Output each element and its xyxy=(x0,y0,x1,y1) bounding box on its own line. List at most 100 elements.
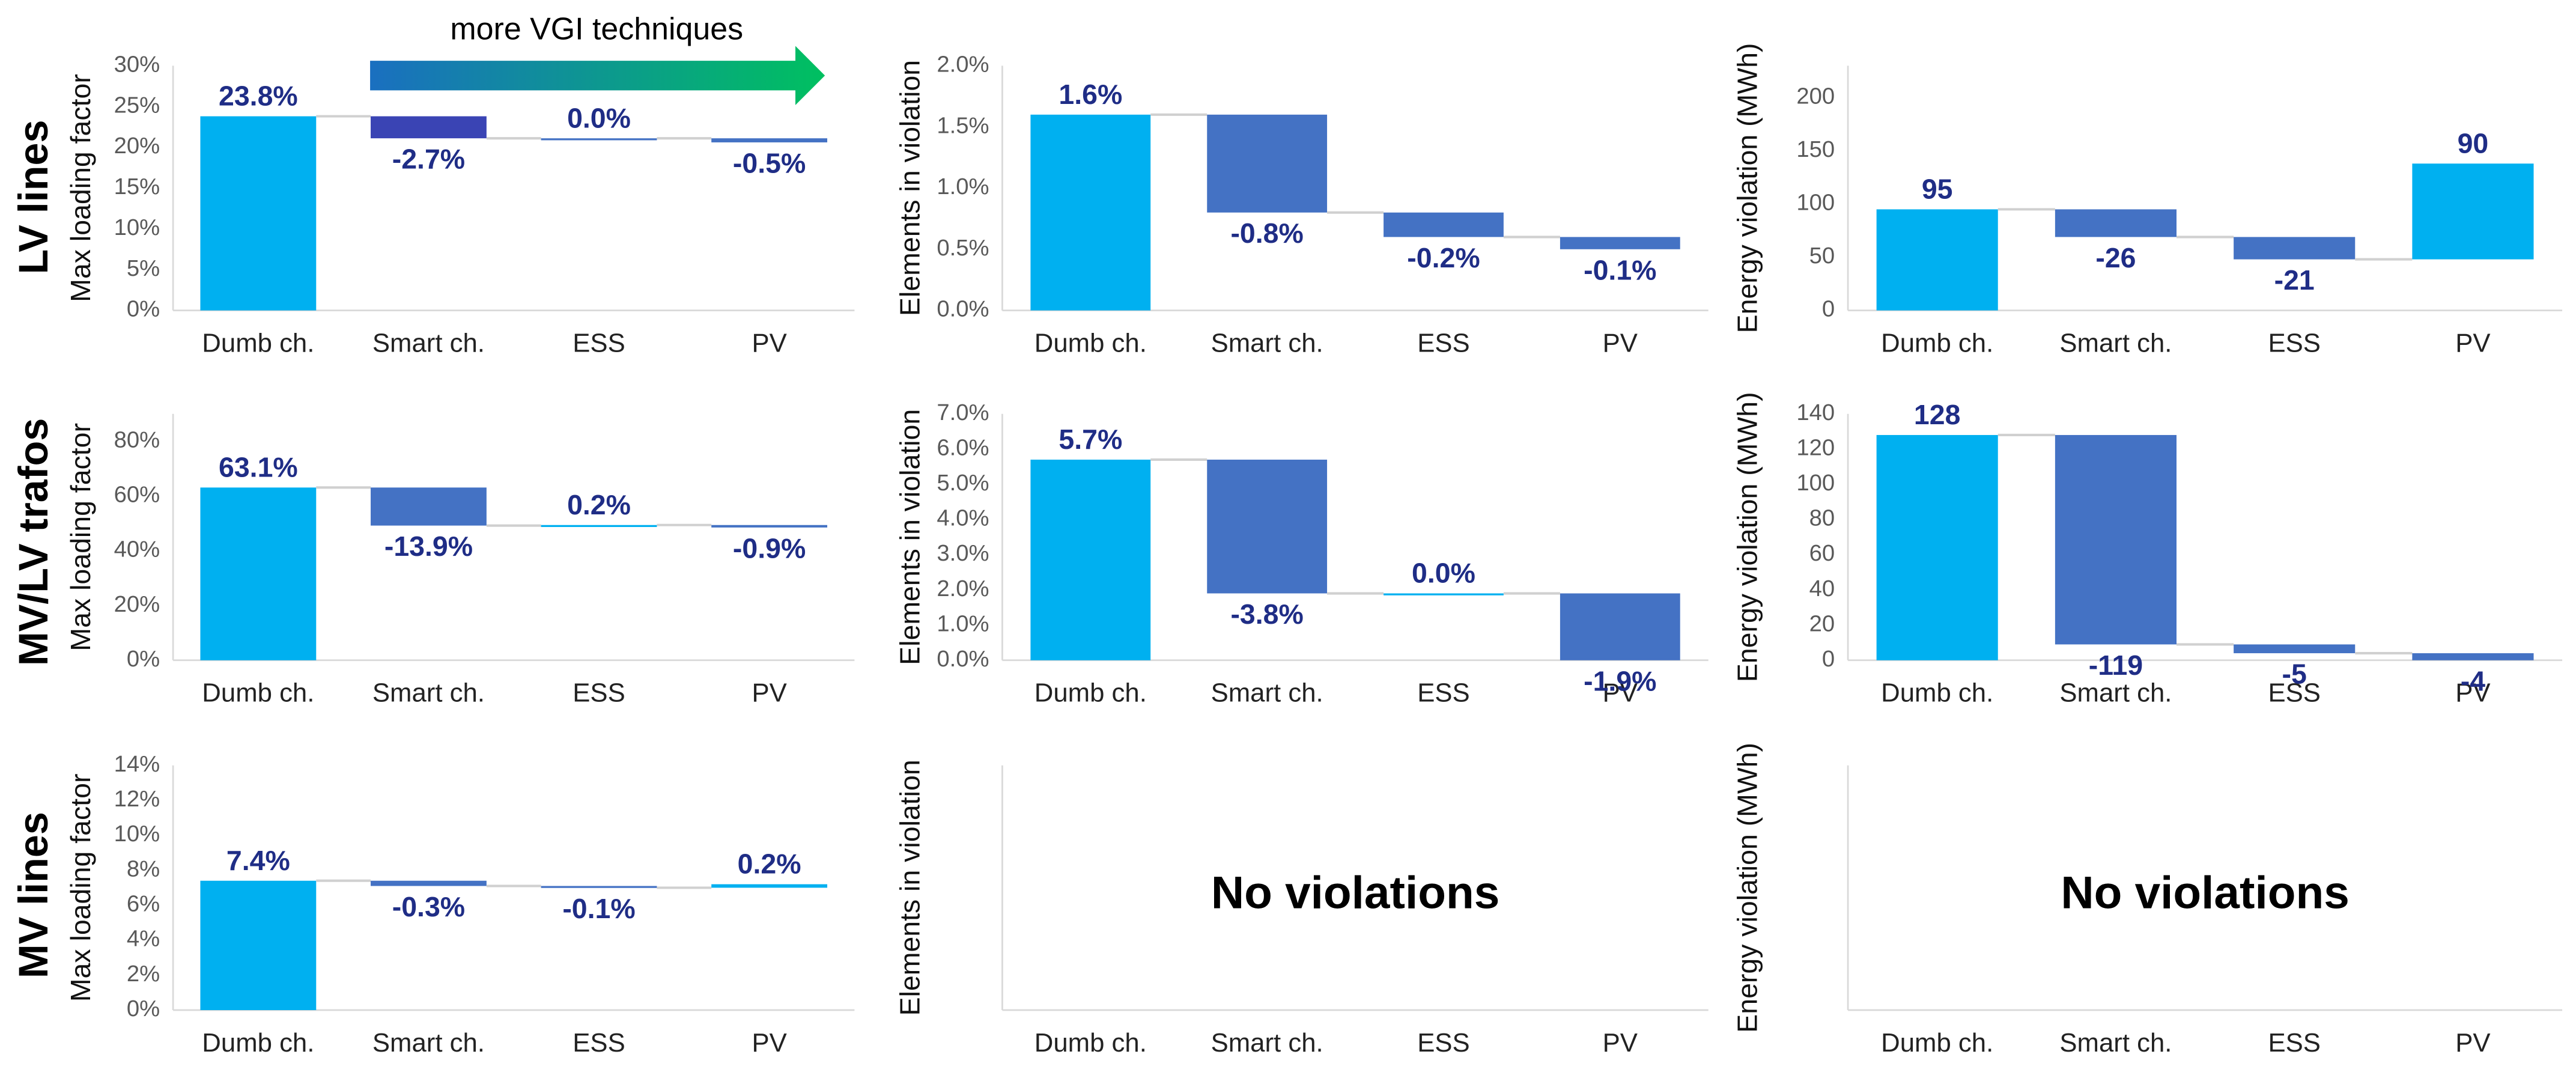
annotation: No violations xyxy=(2061,867,2349,918)
bar xyxy=(1207,459,1328,594)
x-tick-label: ESS xyxy=(2268,1028,2320,1058)
x-tick-label: PV xyxy=(2455,1028,2490,1058)
bar xyxy=(200,487,317,660)
bar xyxy=(1560,237,1680,249)
bar xyxy=(711,138,828,142)
y-tick-label: 15% xyxy=(114,174,160,199)
value-label: -1.9% xyxy=(1584,665,1656,696)
y-tick-label: 0.5% xyxy=(937,235,989,261)
value-label: -0.9% xyxy=(733,532,806,564)
bar xyxy=(371,880,487,886)
x-tick-label: Dumb ch. xyxy=(1034,1028,1147,1058)
x-tick-label: Smart ch. xyxy=(1211,678,1323,708)
y-tick-label: 14% xyxy=(114,751,160,777)
bar xyxy=(1030,459,1151,660)
value-label: -119 xyxy=(2089,650,2143,681)
x-tick-label: PV xyxy=(1603,1028,1638,1058)
value-label: -2.7% xyxy=(392,144,465,175)
x-tick-label: PV xyxy=(1603,678,1638,708)
y-tick-label: 0% xyxy=(127,646,160,672)
y-axis-label: Max loading factor xyxy=(65,423,96,651)
y-tick-label: 5% xyxy=(127,255,160,281)
value-label: 128 xyxy=(1914,399,1961,430)
value-label: -0.2% xyxy=(1407,242,1480,273)
bar xyxy=(1030,114,1151,311)
x-tick-label: ESS xyxy=(573,329,625,358)
bar xyxy=(711,525,828,528)
y-tick-label: 0% xyxy=(127,296,160,322)
value-label: -0.5% xyxy=(733,147,806,178)
y-tick-label: 3.0% xyxy=(937,540,989,566)
value-label: -21 xyxy=(2274,264,2315,296)
y-tick-label: 10% xyxy=(114,821,160,847)
x-tick-label: Smart ch. xyxy=(2059,678,2172,708)
value-label: 63.1% xyxy=(219,452,298,483)
bar xyxy=(1384,593,1504,595)
y-tick-label: 20 xyxy=(1809,611,1835,636)
y-tick-label: 8% xyxy=(127,856,160,882)
bar xyxy=(541,138,657,141)
value-label: 1.6% xyxy=(1059,79,1122,110)
bar xyxy=(2055,434,2177,645)
y-axis-label: Max loading factor xyxy=(65,774,96,1002)
bar xyxy=(1384,212,1504,237)
y-tick-label: 0 xyxy=(1822,646,1835,672)
x-tick-label: ESS xyxy=(2268,678,2320,708)
bar xyxy=(1876,209,1998,311)
annotation: No violations xyxy=(1211,867,1499,918)
bar xyxy=(2412,163,2534,260)
y-tick-label: 12% xyxy=(114,786,160,812)
y-tick-label: 2.0% xyxy=(937,576,989,601)
y-tick-label: 60 xyxy=(1809,540,1835,566)
y-tick-label: 1.5% xyxy=(937,112,989,138)
y-tick-label: 50 xyxy=(1809,243,1835,269)
bar xyxy=(1207,114,1328,213)
y-tick-label: 100 xyxy=(1796,190,1835,216)
x-tick-label: ESS xyxy=(1417,678,1469,708)
y-tick-label: 10% xyxy=(114,215,160,240)
y-tick-label: 2% xyxy=(127,961,160,987)
bar xyxy=(371,116,487,139)
y-tick-label: 4.0% xyxy=(937,505,989,531)
x-tick-label: Smart ch. xyxy=(372,329,485,358)
x-tick-label: PV xyxy=(2455,678,2490,708)
y-tick-label: 0% xyxy=(127,996,160,1022)
y-tick-label: 40% xyxy=(114,537,160,562)
x-tick-label: Dumb ch. xyxy=(202,329,314,358)
value-label: 95 xyxy=(1922,174,1953,205)
y-tick-label: 40 xyxy=(1809,576,1835,601)
y-axis-label: Elements in violation xyxy=(894,60,925,316)
x-tick-label: Dumb ch. xyxy=(1881,329,1993,358)
y-tick-label: 20% xyxy=(114,133,160,159)
value-label: 7.4% xyxy=(226,845,290,876)
row-label: LV lines xyxy=(11,120,56,275)
y-tick-label: 0.0% xyxy=(937,296,989,322)
y-tick-label: 200 xyxy=(1796,84,1835,109)
y-axis-label: Energy violation (MWh) xyxy=(1731,743,1763,1033)
bar xyxy=(541,525,657,528)
y-tick-label: 6.0% xyxy=(937,434,989,460)
bar xyxy=(2234,644,2356,654)
y-tick-label: 100 xyxy=(1796,470,1835,496)
y-tick-label: 150 xyxy=(1796,136,1835,162)
x-tick-label: Smart ch. xyxy=(372,1028,485,1058)
y-axis-label: Max loading factor xyxy=(65,74,96,302)
x-tick-label: Smart ch. xyxy=(1211,329,1323,358)
y-tick-label: 140 xyxy=(1796,400,1835,425)
value-label: 0.0% xyxy=(567,102,631,133)
value-label: -3.8% xyxy=(1230,598,1303,630)
y-tick-label: 80 xyxy=(1809,505,1835,531)
value-label: 90 xyxy=(2458,127,2489,159)
x-tick-label: Smart ch. xyxy=(2059,329,2172,358)
y-axis-label: Energy violation (MWh) xyxy=(1731,392,1763,682)
row-label: MV lines xyxy=(11,812,56,978)
value-label: -0.1% xyxy=(1584,254,1656,285)
value-label: 0.2% xyxy=(738,848,801,880)
y-tick-label: 2.0% xyxy=(937,51,989,77)
bar xyxy=(1560,593,1680,660)
x-tick-label: Smart ch. xyxy=(372,678,485,708)
y-tick-label: 4% xyxy=(127,926,160,952)
value-label: -5 xyxy=(2282,659,2307,690)
value-label: -0.1% xyxy=(562,893,635,924)
